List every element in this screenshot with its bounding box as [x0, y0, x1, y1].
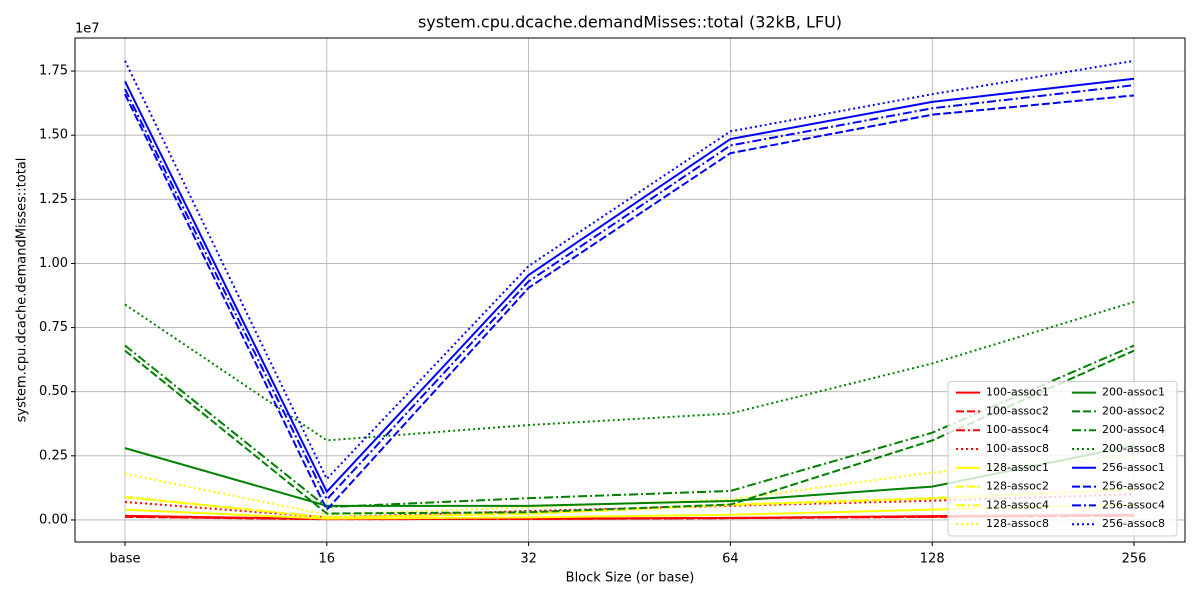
y-axis-label: system.cpu.dcache.demandMisses::total: [15, 158, 30, 423]
y-tick-label: 0.75: [39, 320, 68, 335]
legend-label: 100-assoc8: [986, 442, 1049, 455]
legend-label: 256-assoc8: [1102, 517, 1165, 530]
x-tick-label: 32: [520, 552, 537, 567]
legend-label: 100-assoc1: [986, 386, 1049, 399]
y-tick-label: 1.00: [39, 256, 68, 271]
x-axis-label: Block Size (or base): [566, 571, 695, 586]
chart-title: system.cpu.dcache.demandMisses::total (3…: [418, 13, 842, 32]
legend-label: 200-assoc8: [1102, 442, 1165, 455]
legend-label: 256-assoc4: [1102, 498, 1165, 511]
y-tick-label: 1.75: [39, 64, 68, 79]
series-line: [124, 488, 1135, 519]
x-tick-label: 16: [319, 552, 336, 567]
series-line: [124, 454, 1135, 516]
legend-label: 200-assoc1: [1102, 386, 1165, 399]
plot-frame: [74, 37, 1186, 543]
legend-label: 200-assoc2: [1102, 404, 1165, 417]
legend-label: 100-assoc2: [986, 404, 1049, 417]
x-tick-label: 64: [722, 552, 739, 567]
legend-label: 100-assoc4: [986, 423, 1049, 436]
y-tick-label: 0.00: [39, 512, 68, 527]
series-line: [124, 349, 1135, 515]
series-line: [124, 77, 1135, 494]
legend-label: 256-assoc2: [1102, 480, 1165, 493]
legend-label: 128-assoc4: [986, 498, 1049, 511]
legend-label: 128-assoc2: [986, 480, 1049, 493]
legend-label: 128-assoc8: [986, 517, 1049, 530]
series-line: [124, 93, 1135, 512]
x-tick-label: 256: [1122, 552, 1147, 567]
legend-label: 200-assoc4: [1102, 423, 1165, 436]
legend-label: 128-assoc1: [986, 461, 1049, 474]
series-line: [124, 300, 1135, 442]
legend-box: [947, 381, 1178, 537]
series-line: [124, 59, 1135, 481]
x-tick-label: 128: [920, 552, 945, 567]
y-offset-label: 1e7: [75, 22, 100, 37]
series-line: [124, 84, 1135, 502]
x-tick-label: base: [110, 552, 141, 567]
y-tick-label: 0.50: [39, 384, 68, 399]
legend-label: 256-assoc1: [1102, 461, 1165, 474]
y-tick-label: 1.25: [39, 192, 68, 207]
y-tick-label: 0.25: [39, 448, 68, 463]
y-tick-label: 1.50: [39, 128, 68, 143]
